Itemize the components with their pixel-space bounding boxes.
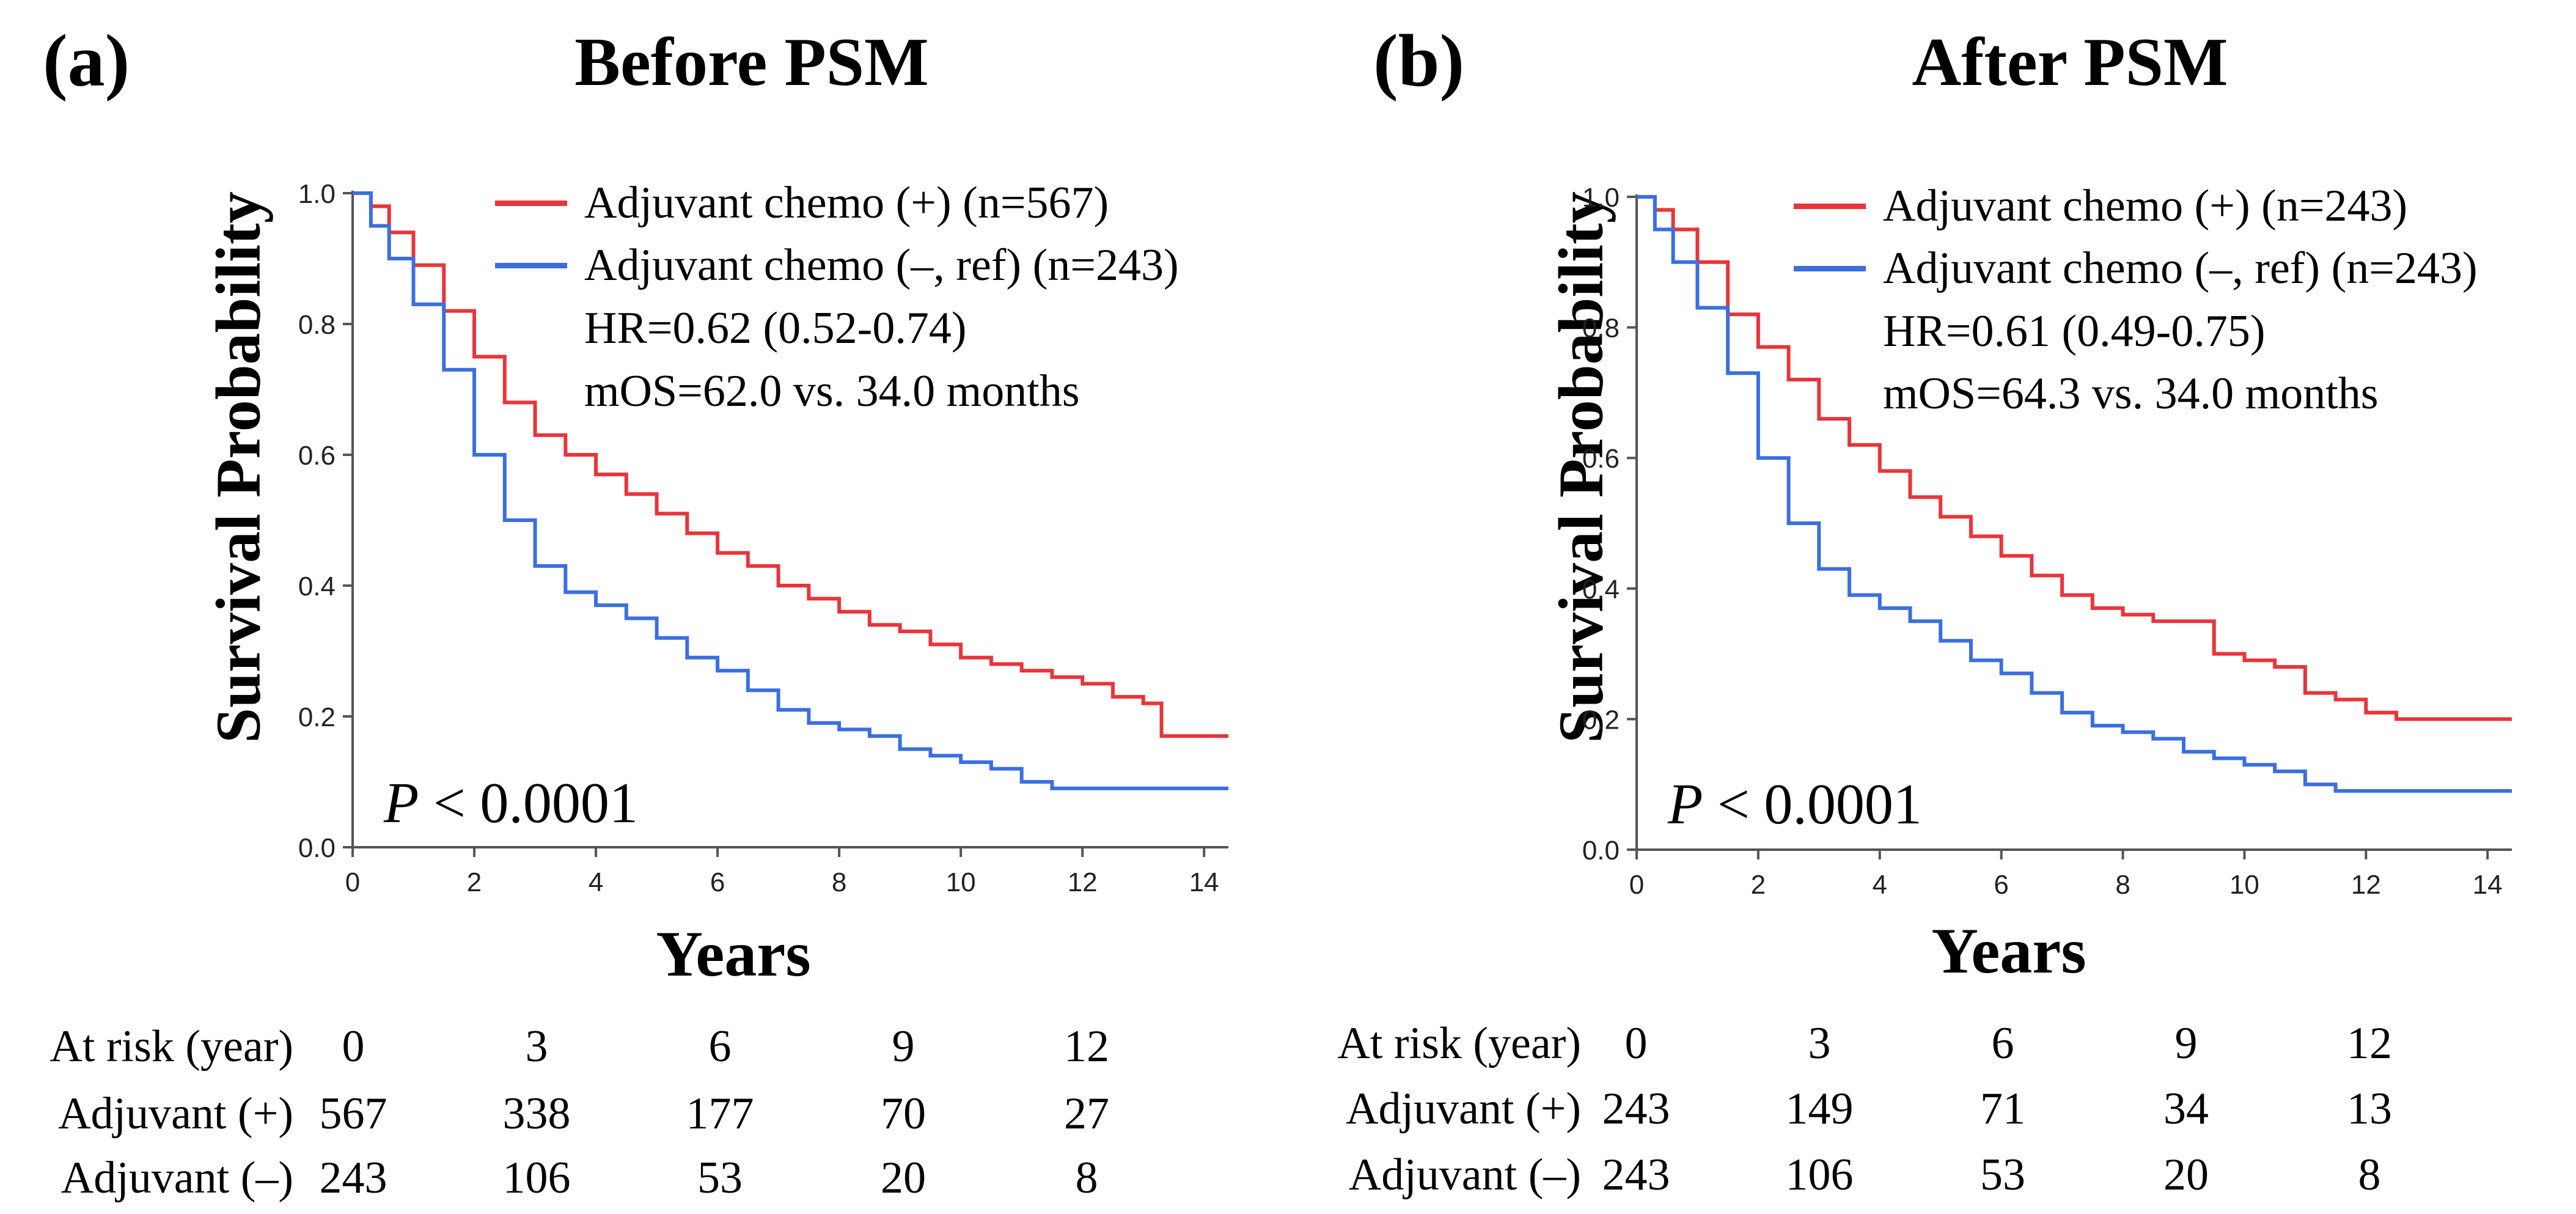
x-tick-label: 4 <box>1873 870 1887 900</box>
x-tick-label: 4 <box>589 867 603 897</box>
p-value: < 0.0001 <box>419 771 638 835</box>
risk-row-label-reference: Adjuvant (–) <box>61 1153 293 1203</box>
risk-year: 12 <box>1064 1021 1109 1072</box>
x-tick-label: 2 <box>467 867 482 897</box>
risk-value-reference: 20 <box>881 1153 926 1203</box>
risk-value-treated: 177 <box>686 1089 754 1139</box>
y-tick-label: 0.4 <box>1582 575 1620 605</box>
risk-year: 6 <box>708 1021 732 1072</box>
x-tick-label: 12 <box>1068 867 1098 897</box>
legend-swatch-reference <box>1794 266 1866 271</box>
x-tick-label: 14 <box>2473 870 2503 900</box>
risk-value-reference: 106 <box>1785 1150 1854 1200</box>
legend-label-reference: Adjuvant chemo (–, ref) (n=243) <box>584 240 1179 290</box>
x-tick-label: 6 <box>710 867 725 897</box>
p-value-text: P < 0.0001 <box>1668 771 1922 837</box>
legend-swatch-reference <box>495 263 567 268</box>
risk-value-reference: 243 <box>319 1153 387 1203</box>
risk-year: 3 <box>525 1021 548 1072</box>
legend-label-treated: Adjuvant chemo (+) (n=243) <box>1883 181 2408 231</box>
x-axis-label: Years <box>1931 915 2086 987</box>
panel-a: (a) Before PSM Survival Probability 0.0 0… <box>43 20 1228 1203</box>
risk-year: 0 <box>1624 1018 1648 1069</box>
x-tick-label: 14 <box>1189 867 1219 897</box>
panel-title: Before PSM <box>574 24 929 100</box>
risk-year: 9 <box>892 1021 915 1072</box>
x-tick-label: 10 <box>946 867 976 897</box>
risk-row-label-treated: Adjuvant (+) <box>1346 1084 1581 1134</box>
risk-value-reference: 106 <box>502 1153 571 1203</box>
survival-curve-reference <box>353 191 1228 790</box>
legend-swatch-treated <box>495 200 567 206</box>
x-axis-label: Years <box>656 918 811 990</box>
risk-year: 6 <box>1991 1018 2014 1069</box>
x-tick-label: 0 <box>345 867 360 897</box>
risk-value-reference: 8 <box>2358 1150 2381 1200</box>
y-tick-label: 1.0 <box>1582 183 1620 213</box>
p-value-text: P < 0.0001 <box>384 770 638 836</box>
risk-year: 3 <box>1808 1018 1831 1069</box>
risk-value-reference: 8 <box>1075 1153 1098 1203</box>
y-tick-label: 0.8 <box>298 310 336 340</box>
p-symbol: P <box>1668 773 1703 836</box>
legend-label-treated: Adjuvant chemo (+) (n=567) <box>584 178 1109 228</box>
risk-header-label: At risk (year) <box>50 1021 293 1072</box>
risk-value-treated: 71 <box>1980 1084 2025 1134</box>
risk-year: 9 <box>2174 1018 2198 1069</box>
km-plot: 0.0 0.2 0.4 0.6 0.8 1.0 0 2 4 6 8 10 12 14 <box>298 179 1228 897</box>
x-tick-label: 0 <box>1629 870 1644 900</box>
panel-b: (b) After PSM Survival Probability 0.0 0.… <box>1288 0 2576 1214</box>
y-tick-label: 0.4 <box>298 572 336 601</box>
p-symbol: P <box>384 771 419 835</box>
risk-value-treated: 338 <box>502 1089 571 1139</box>
x-tick-label: 6 <box>1994 870 2008 900</box>
risk-row-label-reference: Adjuvant (–) <box>1348 1150 1581 1200</box>
risk-year: 12 <box>2347 1018 2392 1069</box>
risk-value-reference: 243 <box>1602 1150 1670 1200</box>
risk-value-treated: 567 <box>319 1089 387 1139</box>
x-tick-label: 12 <box>2351 870 2381 900</box>
risk-row-label-treated: Adjuvant (+) <box>58 1089 293 1139</box>
y-tick-label: 0.2 <box>298 702 336 732</box>
risk-value-reference: 20 <box>2163 1150 2209 1200</box>
risk-value-reference: 53 <box>697 1153 743 1203</box>
risk-value-treated: 27 <box>1064 1089 1109 1139</box>
x-tick-label: 2 <box>1751 870 1766 900</box>
survival-curve-treated <box>1637 195 2512 721</box>
panel-title: After PSM <box>1912 24 2228 100</box>
y-tick-label: 0.0 <box>298 833 336 863</box>
risk-year: 0 <box>342 1021 365 1072</box>
legend-label-reference: Adjuvant chemo (–, ref) (n=243) <box>1883 243 2478 293</box>
risk-header-label: At risk (year) <box>1337 1018 1581 1069</box>
risk-value-treated: 149 <box>1785 1084 1854 1134</box>
median-os-text: mOS=62.0 vs. 34.0 months <box>584 366 1080 416</box>
y-tick-label: 1.0 <box>298 179 336 209</box>
risk-value-treated: 243 <box>1602 1084 1670 1134</box>
y-tick-label: 0.2 <box>1582 705 1620 735</box>
survival-curve-reference <box>1637 195 2512 793</box>
x-tick-label: 8 <box>832 867 846 897</box>
risk-value-treated: 70 <box>881 1089 926 1139</box>
hazard-ratio-text: HR=0.62 (0.52-0.74) <box>584 303 967 353</box>
y-tick-label: 0.0 <box>1582 836 1620 866</box>
hazard-ratio-text: HR=0.61 (0.49-0.75) <box>1883 306 2266 356</box>
legend-swatch-treated <box>1794 204 1866 209</box>
y-tick-label: 0.6 <box>298 441 336 471</box>
risk-value-treated: 13 <box>2347 1084 2392 1134</box>
y-tick-label: 0.8 <box>1582 314 1620 344</box>
risk-value-reference: 53 <box>1980 1150 2025 1200</box>
panel-label: (b) <box>1373 20 1465 102</box>
panel-label: (a) <box>43 20 130 102</box>
x-tick-label: 8 <box>2115 870 2130 900</box>
x-tick-label: 10 <box>2229 870 2259 900</box>
y-tick-label: 0.6 <box>1582 444 1620 474</box>
p-value: < 0.0001 <box>1703 773 1922 836</box>
km-plot: 0.0 0.2 0.4 0.6 0.8 1.0 0 2 4 6 8 10 12 14 <box>1582 183 2512 900</box>
risk-value-treated: 34 <box>2163 1084 2209 1134</box>
survival-curve-treated <box>353 191 1228 738</box>
median-os-text: mOS=64.3 vs. 34.0 months <box>1883 369 2379 419</box>
